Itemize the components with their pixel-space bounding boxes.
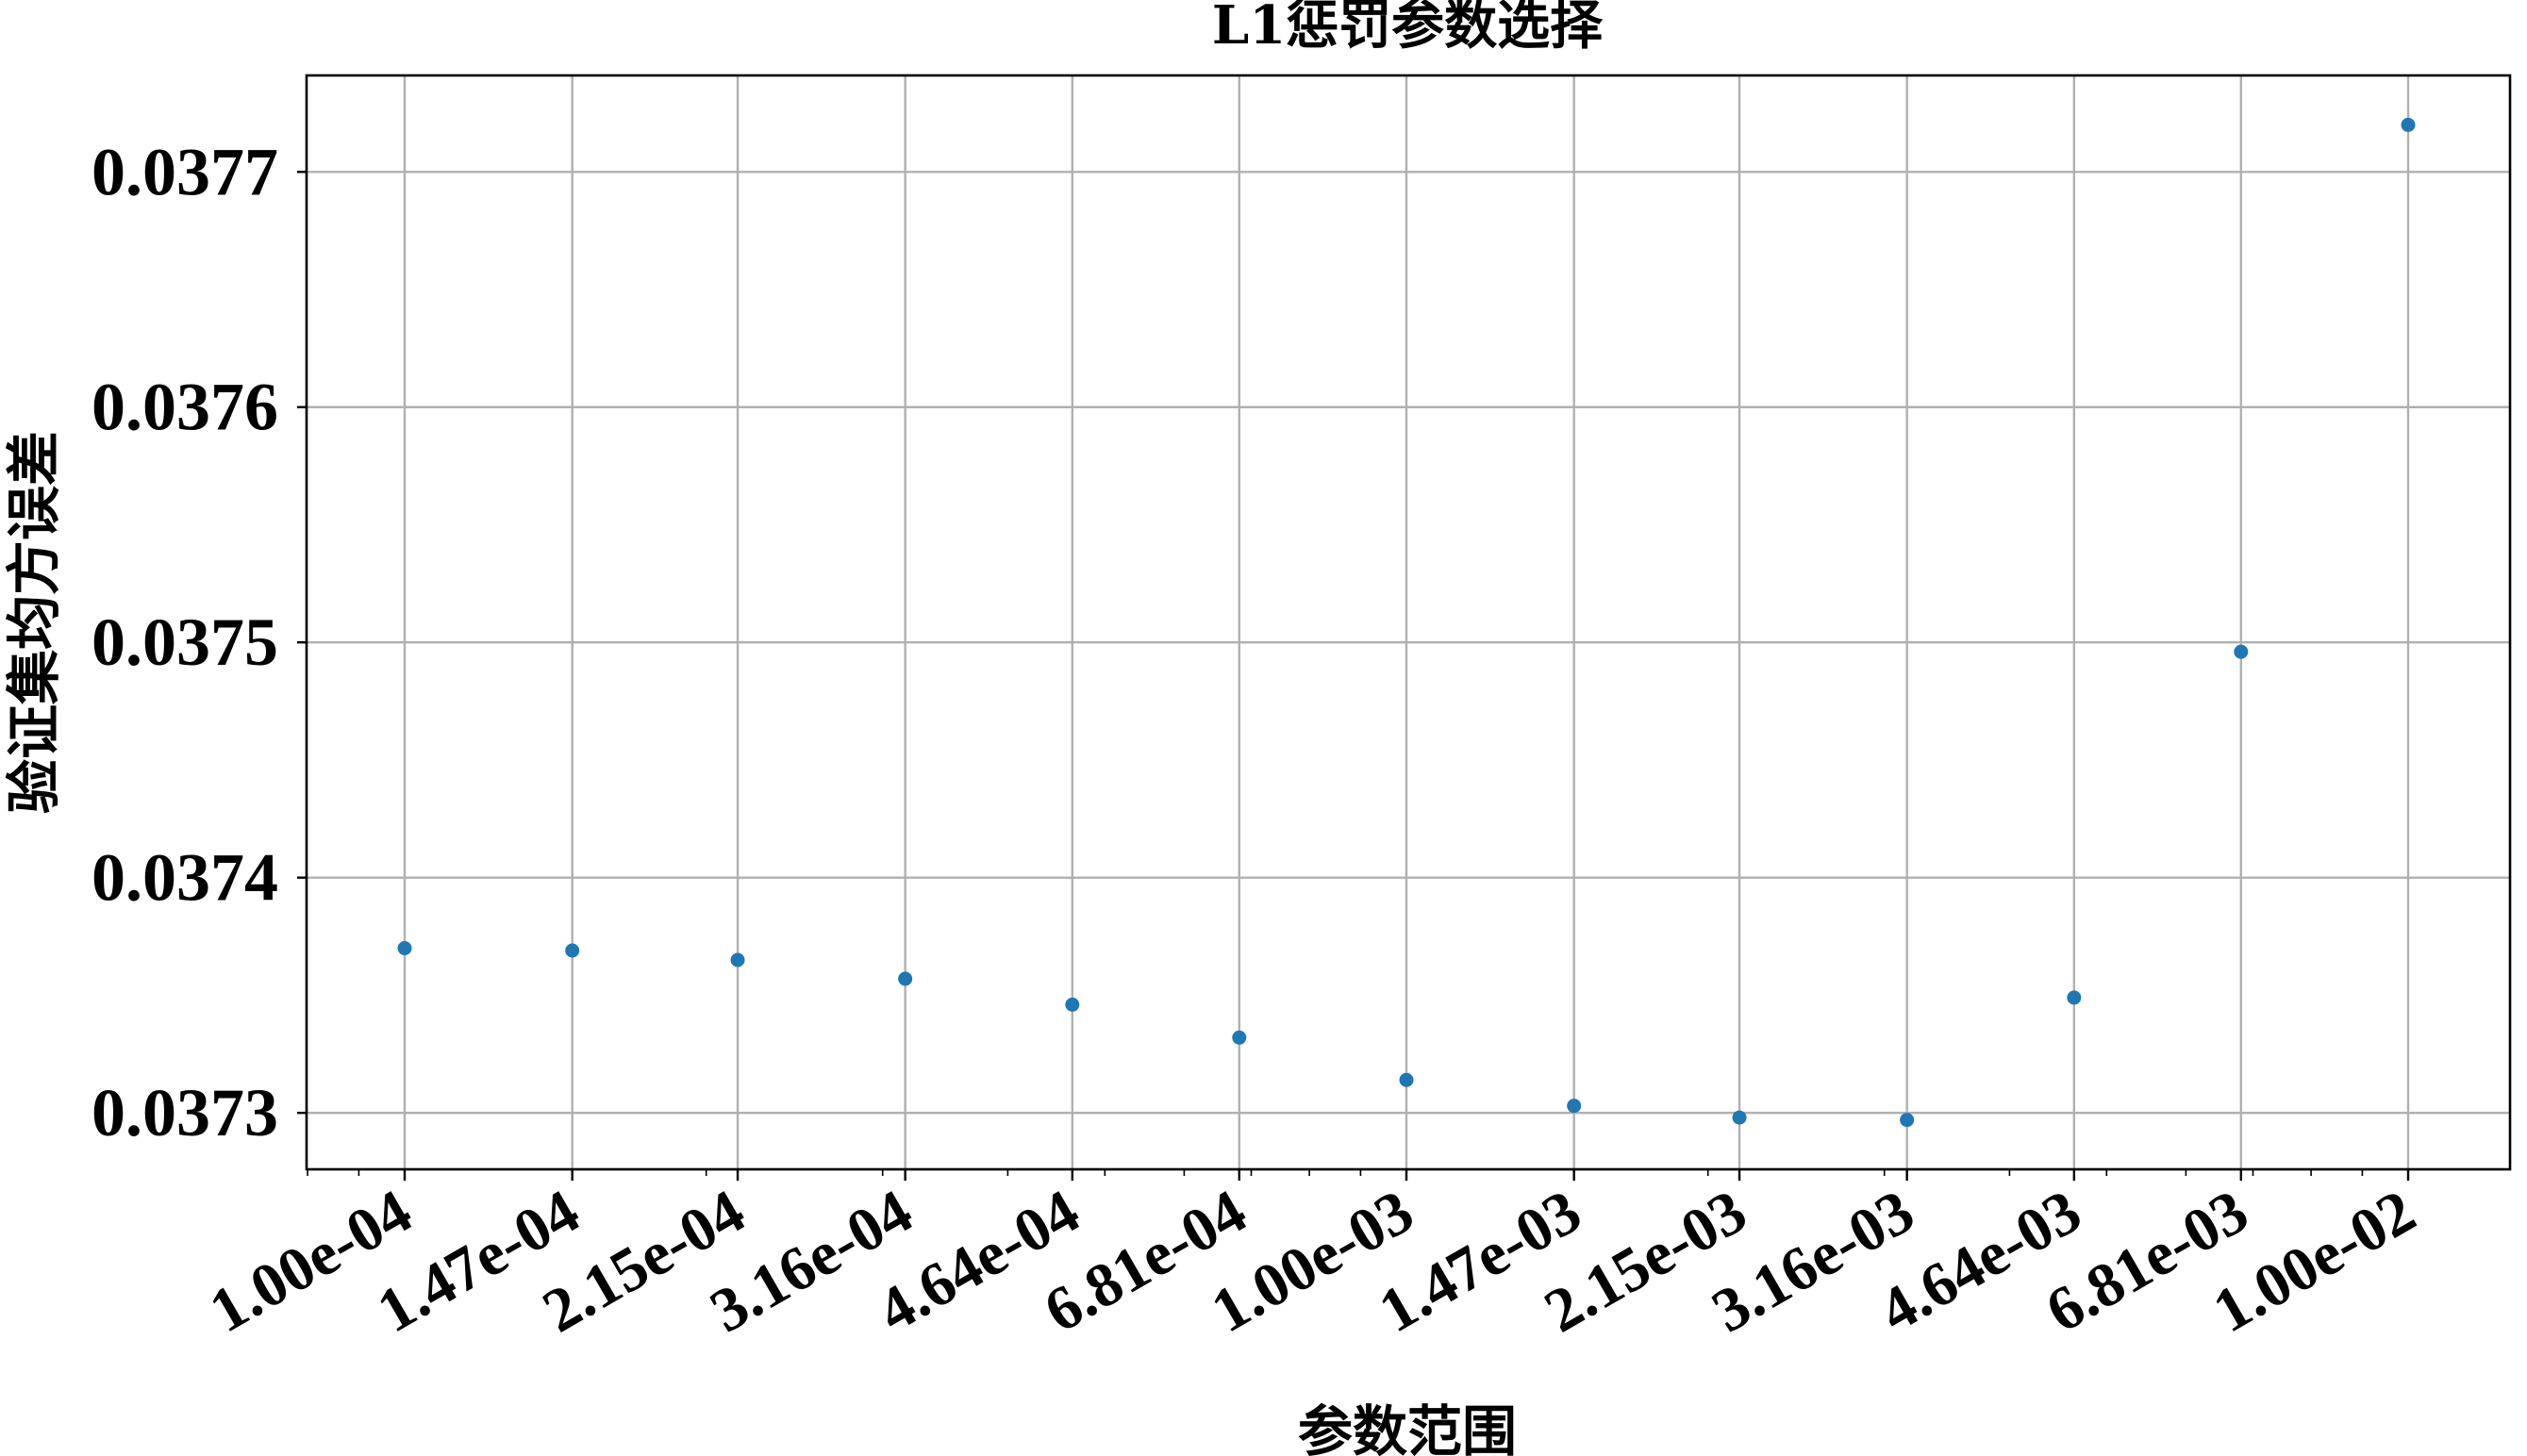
- plot-area-frame: [305, 74, 2512, 1171]
- major-ticks: [297, 171, 2410, 1181]
- grid-lines: [307, 75, 2510, 1169]
- y-tick-label: 0.0376: [91, 370, 278, 445]
- data-point: [1567, 1099, 1582, 1114]
- data-point: [730, 952, 745, 968]
- data-point: [565, 943, 580, 958]
- x-axis-label: 参数范围: [1298, 1399, 1517, 1456]
- y-tick-label: 0.0374: [91, 840, 278, 916]
- data-point: [1399, 1072, 1414, 1087]
- data-point: [1732, 1110, 1747, 1125]
- data-point: [1232, 1030, 1247, 1045]
- data-point: [397, 941, 412, 956]
- data-point: [2067, 990, 2082, 1005]
- data-point: [2234, 644, 2249, 659]
- data-points: [397, 117, 2416, 1128]
- y-axis-label: 验证集均方误差: [2, 431, 66, 814]
- y-tick-labels: 0.0373 0.0374 0.0375 0.0376 0.0377: [91, 134, 278, 1150]
- data-point: [898, 971, 913, 986]
- y-tick-label: 0.0373: [91, 1075, 278, 1150]
- chart-title: L1惩罚参数选择: [1212, 0, 1604, 57]
- y-tick-label: 0.0375: [91, 604, 278, 680]
- y-tick-label: 0.0377: [91, 134, 278, 209]
- data-point: [1900, 1113, 1915, 1128]
- data-point: [2401, 117, 2416, 132]
- data-point: [1065, 997, 1080, 1012]
